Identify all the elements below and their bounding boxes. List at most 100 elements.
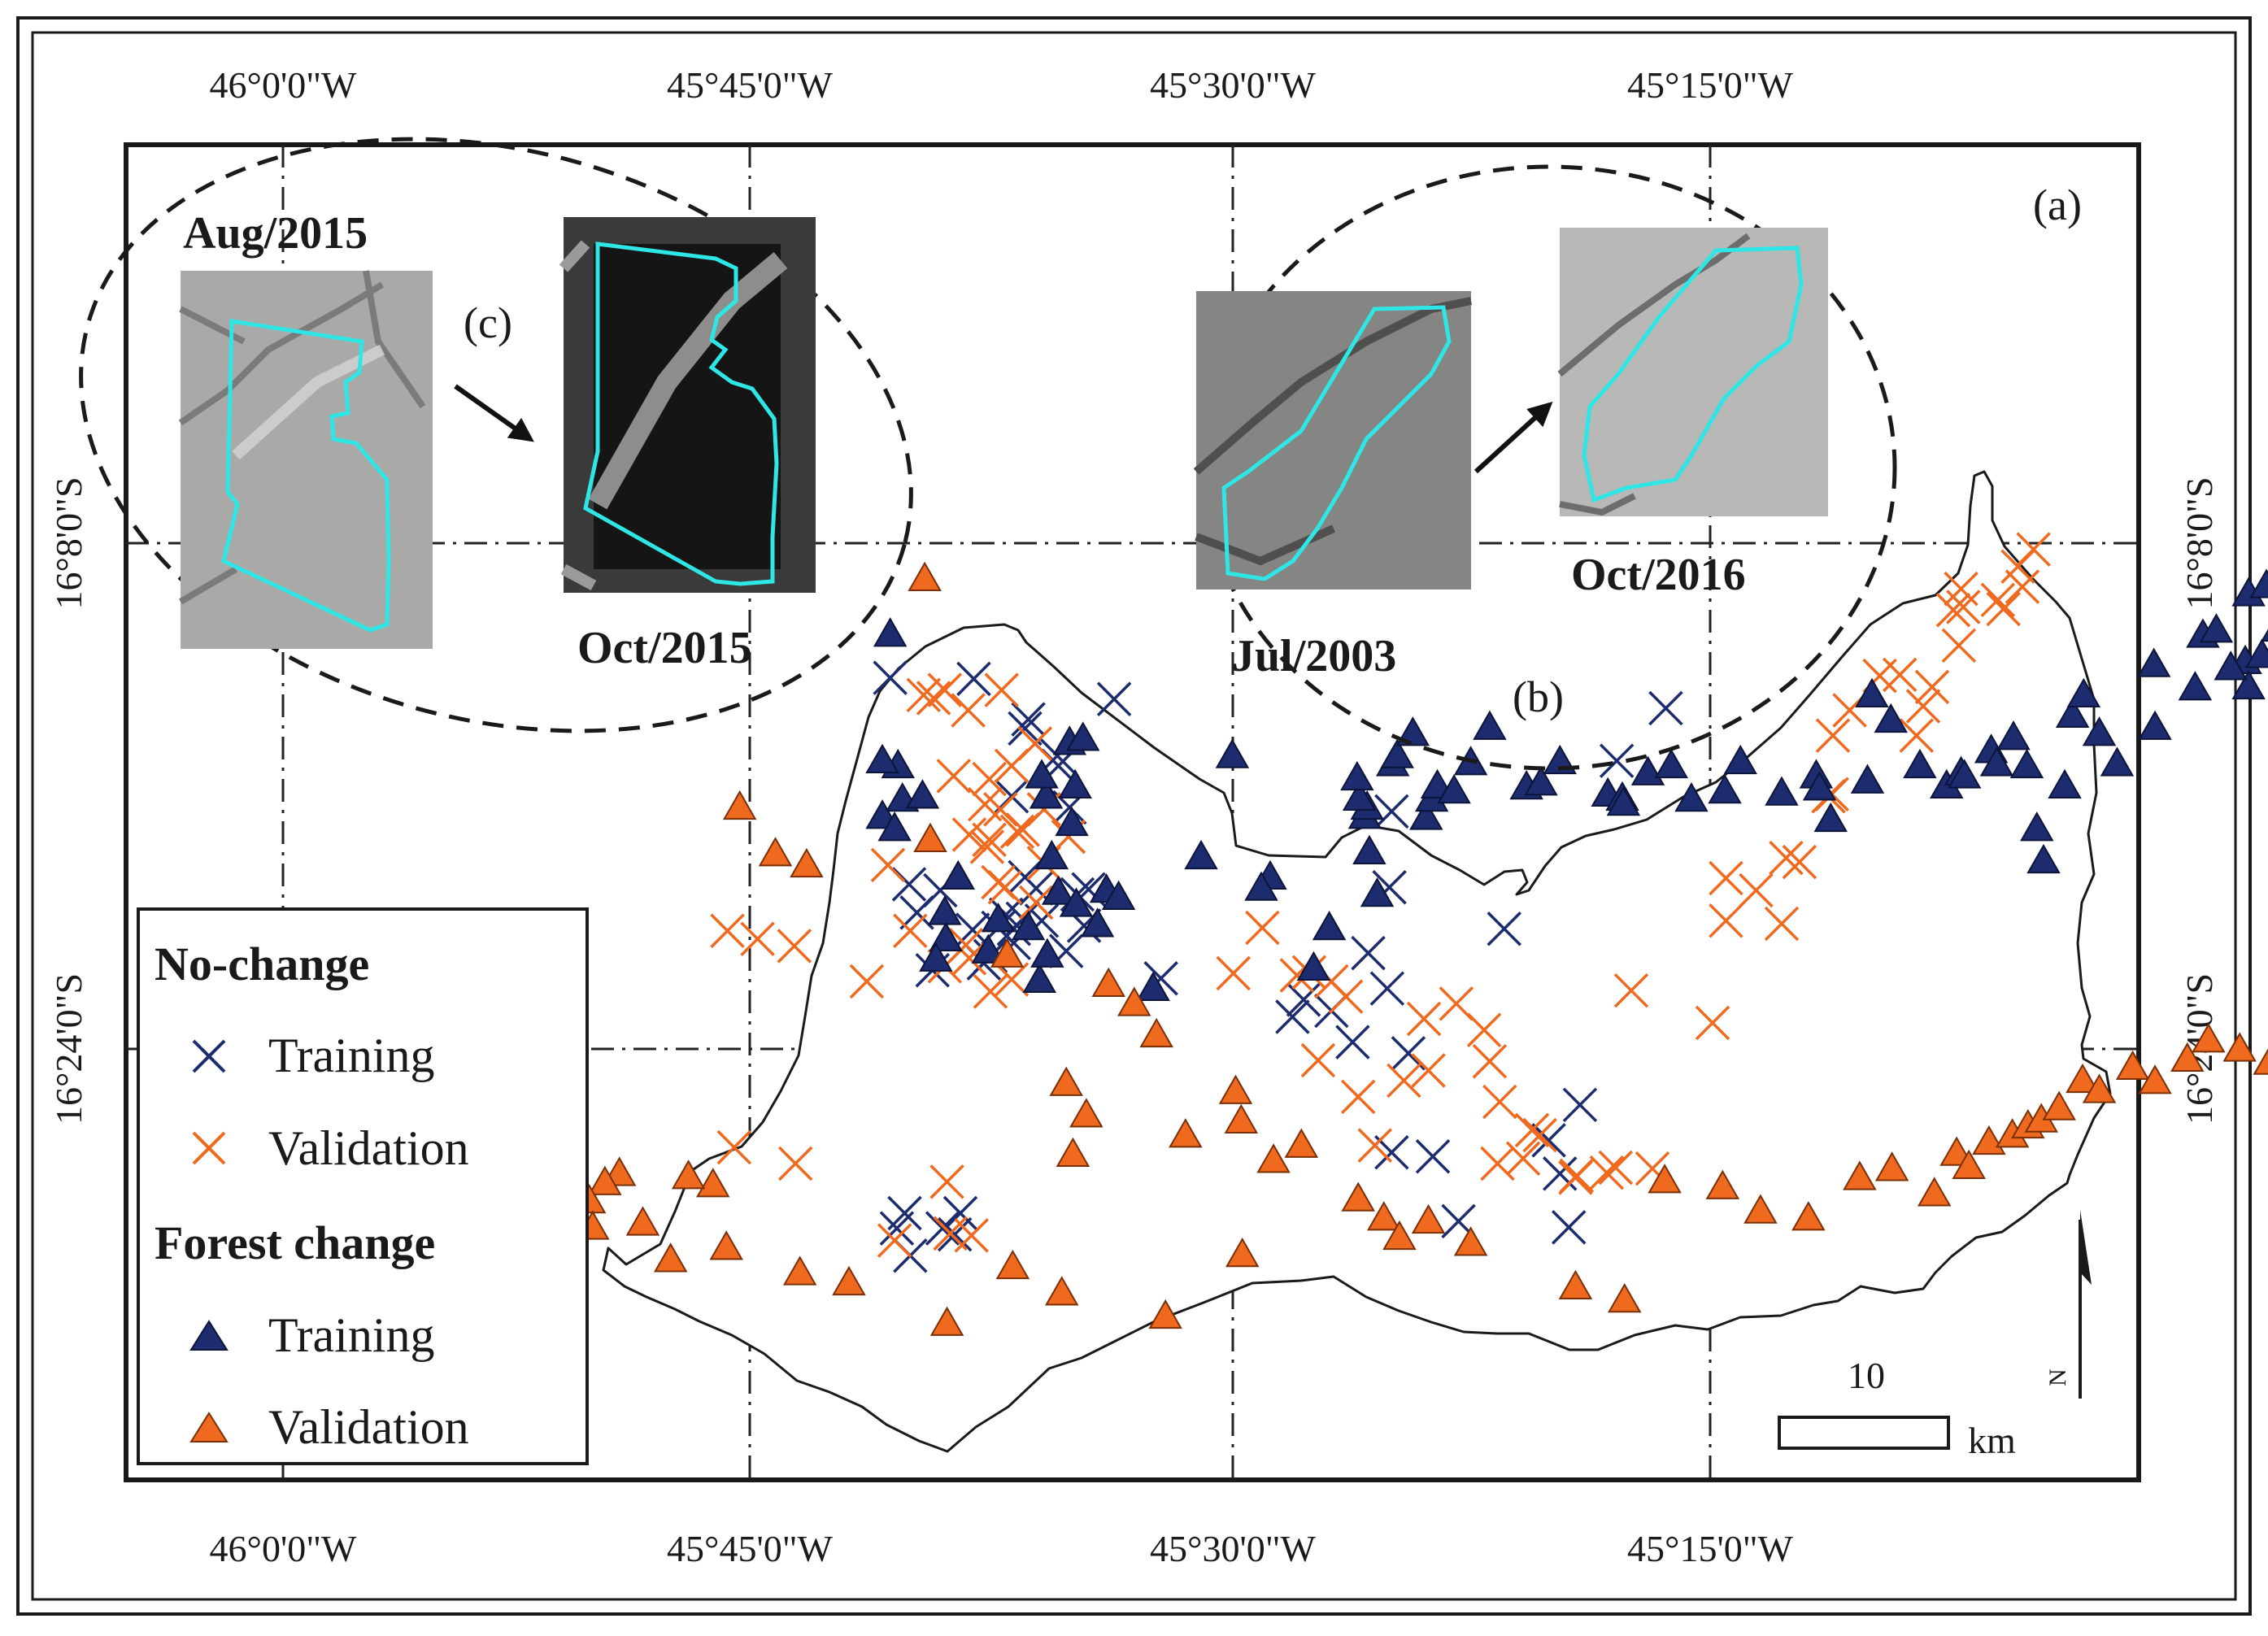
- forest-change-point: [1917, 1177, 1952, 1207]
- no-change-point: [916, 681, 951, 716]
- no-change-point: [937, 1216, 973, 1252]
- forest-change-point: [1148, 1299, 1182, 1329]
- forest-change-point: [696, 1168, 730, 1198]
- no-change-point: [1008, 711, 1043, 746]
- arrow-c: [454, 384, 534, 442]
- forest-change-point: [2138, 710, 2172, 740]
- no-change-point: [1914, 669, 1950, 705]
- no-change-point: [984, 672, 1019, 707]
- forest-change-point: [1055, 806, 1089, 837]
- forest-change-point: [1059, 887, 1094, 917]
- no-change-point: [1559, 1158, 1595, 1194]
- no-change-point: [1695, 1005, 1730, 1041]
- forest-change-point: [1367, 1201, 1401, 1231]
- forest-change-point: [1058, 768, 1092, 799]
- forest-change-point: [1225, 1237, 1260, 1268]
- image-texture: [178, 270, 426, 605]
- forest-change-point: [1437, 774, 1471, 804]
- forest-change-point: [913, 822, 947, 853]
- no-change-point: [1335, 1025, 1370, 1059]
- no-change-point: [1882, 657, 1918, 693]
- inset-b-ellipse: [1201, 164, 1897, 771]
- forest-change-point: [1453, 1226, 1488, 1256]
- forest-change-point: [2253, 1048, 2268, 1075]
- series-forest-change-validation: [572, 561, 2268, 1336]
- forest-change-point: [1813, 802, 1848, 833]
- image-texture: [559, 240, 597, 591]
- arrow-b: [1474, 401, 1553, 474]
- no-change-point: [1406, 1001, 1442, 1037]
- no-change-point: [1769, 840, 1804, 876]
- no-change-point: [951, 693, 986, 728]
- forest-change-point: [1473, 710, 1507, 740]
- no-change-point: [956, 661, 991, 697]
- lat-label-left: 16°24'0"S: [48, 973, 89, 1125]
- legend-triangle-icon-validation: [189, 1412, 229, 1442]
- series-no-change-training: [873, 660, 1683, 1273]
- lon-label-bottom: 45°45'0"W: [667, 1528, 833, 1569]
- longitude-labels-bottom: 46°0'0"W 45°45'0"W 45°30'0"W 45°15'0"W: [210, 1528, 1794, 1569]
- forest-change-point: [1069, 1098, 1104, 1128]
- lon-label-bottom: 46°0'0"W: [210, 1528, 357, 1569]
- panel-label-c: (c): [464, 298, 512, 347]
- no-change-point: [1374, 1135, 1409, 1170]
- no-change-point: [951, 817, 987, 852]
- no-change-point: [2005, 569, 2040, 604]
- lon-label-top: 45°45'0"W: [667, 64, 833, 106]
- no-change-point: [972, 822, 1007, 857]
- forest-change-point: [1342, 781, 1377, 811]
- forest-change-point: [1139, 1017, 1173, 1048]
- no-change-point: [1096, 681, 1132, 717]
- forest-change-point: [2042, 1090, 2076, 1120]
- no-change-point: [1472, 1044, 1508, 1079]
- series-forest-change-training: [865, 568, 2268, 1001]
- no-change-point: [1300, 1042, 1336, 1078]
- no-change-point: [1328, 979, 1364, 1014]
- forest-change-point: [2020, 811, 2054, 842]
- forest-change-point: [929, 921, 963, 951]
- no-change-point: [942, 1195, 978, 1231]
- no-change-point: [1980, 582, 2016, 618]
- legend-triangle-icon-training: [189, 1320, 229, 1351]
- forest-change-point: [722, 790, 757, 820]
- no-change-point: [1386, 1063, 1421, 1099]
- scale-bar-rect: [1778, 1416, 1950, 1450]
- forest-change-point: [1296, 951, 1331, 981]
- forest-change-point: [2214, 650, 2248, 681]
- forest-change-point: [2231, 669, 2266, 700]
- no-change-point: [1946, 590, 1981, 624]
- no-change-point: [1505, 1141, 1541, 1176]
- no-change-point: [1245, 910, 1280, 946]
- no-change-point: [1562, 1087, 1598, 1123]
- forest-change-point: [1044, 1276, 1079, 1306]
- longitude-labels-top: 46°0'0"W 45°45'0"W 45°30'0"W 45°15'0"W: [210, 64, 1794, 106]
- no-change-point: [777, 1146, 813, 1181]
- clearcut-polygon-jul-2003: [1221, 305, 1452, 581]
- forest-change-point: [1080, 907, 1115, 938]
- forest-change-point: [1791, 1201, 1826, 1231]
- series-no-change-validation: [710, 532, 2051, 1258]
- forest-change-point: [1411, 1203, 1446, 1234]
- no-change-point: [994, 748, 1030, 784]
- legend-label-change-training: Training: [268, 1308, 435, 1362]
- legend-label-change-validation: Validation: [268, 1400, 469, 1454]
- no-change-point: [1709, 903, 1743, 938]
- inset-oct-2016: [1557, 228, 1828, 516]
- no-change-point: [1415, 1139, 1451, 1174]
- forest-change-point: [1224, 1103, 1259, 1133]
- panel-label-b: (b): [1513, 672, 1564, 721]
- north-arrow: N: [2044, 1210, 2092, 1399]
- forest-change-point: [1091, 967, 1125, 997]
- lon-label-bottom: 45°30'0"W: [1150, 1528, 1316, 1569]
- no-change-point: [1369, 971, 1405, 1006]
- forest-change-point: [1030, 938, 1064, 968]
- no-change-point: [716, 1129, 752, 1165]
- inset-aug-2015: [178, 270, 433, 649]
- no-change-point: [1466, 1012, 1502, 1047]
- forest-change-point: [1874, 703, 1908, 733]
- outer-border-inner: [31, 31, 2237, 1601]
- no-change-point: [1648, 690, 1683, 726]
- forest-change-point: [2082, 716, 2117, 746]
- no-change-point: [987, 870, 1023, 905]
